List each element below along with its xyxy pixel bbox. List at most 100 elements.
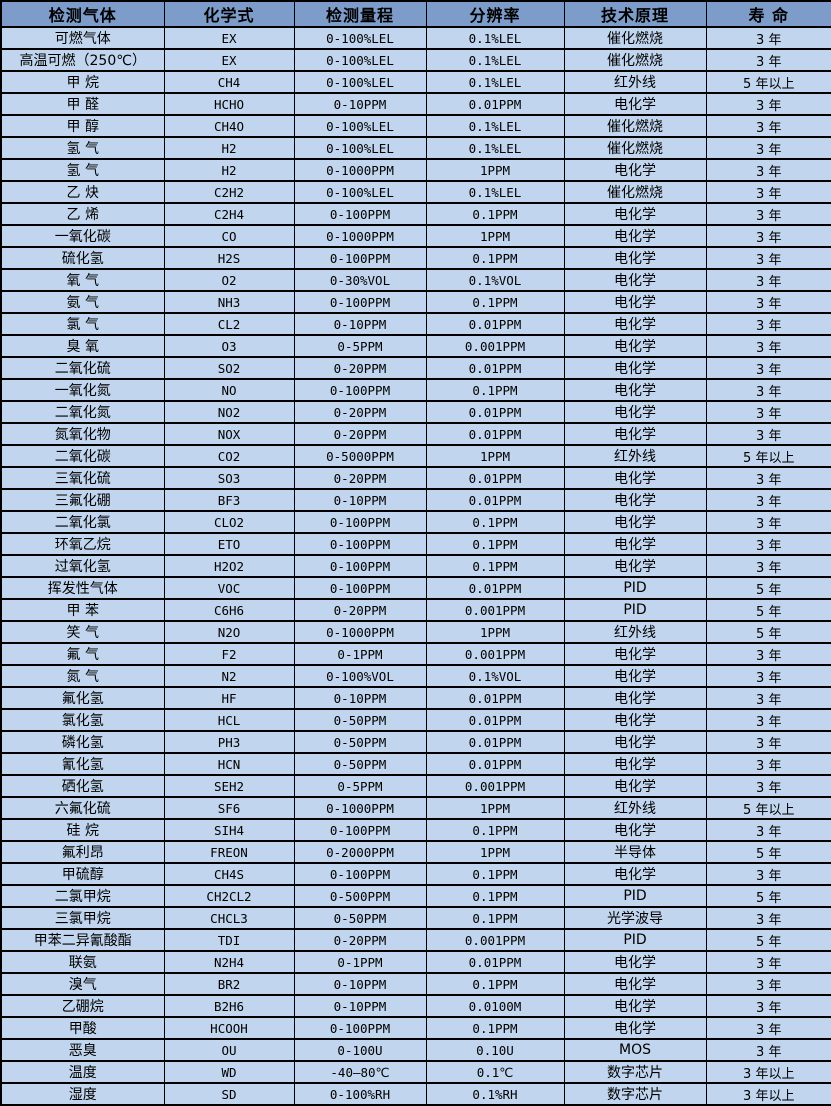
cell-range: 0-100%LEL	[293, 180, 427, 204]
table-row: 甲 醛 HCHO 0-10PPM 0.01PPM 电化学 3 年	[0, 92, 831, 116]
cell-resolution: 0.1PPM	[425, 290, 565, 314]
cell-range: 0-5000PPM	[293, 444, 427, 468]
table-row: 甲苯二异氰酸酯 TDI 0-20PPM 0.001PPM PID 5 年	[0, 928, 831, 952]
cell-resolution: 1PPM	[425, 444, 565, 468]
cell-principle: 电化学	[563, 664, 707, 688]
cell-principle: 电化学	[563, 334, 707, 358]
cell-formula: BF3	[163, 488, 295, 512]
cell-lifespan: 3 年	[705, 92, 831, 116]
cell-principle: 电化学	[563, 400, 707, 424]
cell-lifespan: 3 年	[705, 950, 831, 974]
cell-gas: 氯化氢	[0, 708, 165, 732]
cell-lifespan: 3 年	[705, 488, 831, 512]
table-row: 二氧化氯 CLO2 0-100PPM 0.1PPM 电化学 3 年	[0, 510, 831, 534]
cell-range: 0-100PPM	[293, 290, 427, 314]
cell-principle: 电化学	[563, 994, 707, 1018]
cell-lifespan: 3 年	[705, 730, 831, 754]
cell-gas: 二氧化氮	[0, 400, 165, 424]
cell-lifespan: 3 年	[705, 224, 831, 248]
cell-range: 0-30%VOL	[293, 268, 427, 292]
cell-range: 0-1000PPM	[293, 224, 427, 248]
cell-resolution: 0.01PPM	[425, 708, 565, 732]
cell-formula: H2	[163, 136, 295, 160]
table-row: 高温可燃（250℃） EX 0-100%LEL 0.1%LEL 催化燃烧 3 年	[0, 48, 831, 72]
table-row: 三氧化硫 SO3 0-20PPM 0.01PPM 电化学 3 年	[0, 466, 831, 490]
cell-gas: 六氟化硫	[0, 796, 165, 820]
cell-gas: 甲酸	[0, 1016, 165, 1040]
cell-principle: 催化燃烧	[563, 114, 707, 138]
cell-range: 0-1000PPM	[293, 796, 427, 820]
cell-lifespan: 3 年	[705, 114, 831, 138]
cell-formula: O3	[163, 334, 295, 358]
cell-range: 0-100PPM	[293, 862, 427, 886]
cell-principle: 电化学	[563, 488, 707, 512]
cell-principle: 电化学	[563, 862, 707, 886]
table-row: 联氨 N2H4 0-1PPM 0.01PPM 电化学 3 年	[0, 950, 831, 974]
cell-gas: 温度	[0, 1060, 165, 1084]
cell-resolution: 0.1PPM	[425, 510, 565, 534]
cell-principle: 红外线	[563, 444, 707, 468]
cell-formula: SIH4	[163, 818, 295, 842]
cell-lifespan: 3 年	[705, 642, 831, 666]
cell-principle: 催化燃烧	[563, 48, 707, 72]
cell-principle: 电化学	[563, 268, 707, 292]
cell-formula: ETO	[163, 532, 295, 556]
cell-range: 0-100U	[293, 1038, 427, 1062]
cell-lifespan: 3 年	[705, 422, 831, 446]
cell-range: 0-20PPM	[293, 598, 427, 622]
cell-formula: FREON	[163, 840, 295, 864]
cell-resolution: 0.001PPM	[425, 774, 565, 798]
cell-resolution: 1PPM	[425, 840, 565, 864]
cell-resolution: 0.01PPM	[425, 312, 565, 336]
table-body: 可燃气体 EX 0-100%LEL 0.1%LEL 催化燃烧 3 年高温可燃（250℃） E…	[0, 26, 831, 1106]
cell-range: 0-50PPM	[293, 752, 427, 776]
cell-gas: 氧 气	[0, 268, 165, 292]
cell-lifespan: 3 年	[705, 356, 831, 380]
cell-formula: SD	[163, 1082, 295, 1106]
cell-resolution: 1PPM	[425, 224, 565, 248]
cell-lifespan: 3 年	[705, 1038, 831, 1062]
cell-gas: 乙硼烷	[0, 994, 165, 1018]
cell-formula: SO3	[163, 466, 295, 490]
cell-resolution: 0.0100M	[425, 994, 565, 1018]
cell-lifespan: 3 年	[705, 818, 831, 842]
cell-lifespan: 3 年	[705, 136, 831, 160]
table-header: 检测气体 化学式 检测量程 分辨率 技术原理寿 命	[0, 0, 831, 28]
cell-range: 0-50PPM	[293, 708, 427, 732]
cell-resolution: 0.1PPM	[425, 862, 565, 886]
cell-lifespan: 3 年	[705, 708, 831, 732]
cell-range: 0-1000PPM	[293, 620, 427, 644]
cell-resolution: 0.01PPM	[425, 356, 565, 380]
cell-principle: 数字芯片	[563, 1060, 707, 1084]
cell-resolution: 0.1%LEL	[425, 136, 565, 160]
cell-range: 0-2000PPM	[293, 840, 427, 864]
cell-gas: 氢 气	[0, 136, 165, 160]
cell-range: 0-20PPM	[293, 356, 427, 380]
table-row: 甲 苯 C6H6 0-20PPM 0.001PPM PID 5 年	[0, 598, 831, 622]
table-row: 二氯甲烷 CH2CL2 0-500PPM 0.1PPM PID 5 年	[0, 884, 831, 908]
cell-resolution: 0.1℃	[425, 1060, 565, 1084]
table-row: 环氧乙烷 ETO 0-100PPM 0.1PPM 电化学 3 年	[0, 532, 831, 556]
cell-range: 0-100%LEL	[293, 114, 427, 138]
cell-formula: CH2CL2	[163, 884, 295, 908]
cell-gas: 一氧化氮	[0, 378, 165, 402]
cell-lifespan: 3 年	[705, 686, 831, 710]
cell-lifespan: 3 年	[705, 334, 831, 358]
cell-principle: 红外线	[563, 620, 707, 644]
table-row: 湿度 SD 0-100%RH 0.1%RH 数字芯片 3 年以上	[0, 1082, 831, 1106]
cell-range: 0-20PPM	[293, 466, 427, 490]
table-row: 氮 气 N2 0-100%VOL 0.1%VOL 电化学 3 年	[0, 664, 831, 688]
cell-resolution: 0.001PPM	[425, 642, 565, 666]
cell-formula: N2H4	[163, 950, 295, 974]
cell-lifespan: 5 年	[705, 576, 831, 600]
cell-resolution: 0.001PPM	[425, 598, 565, 622]
cell-range: 0-10PPM	[293, 312, 427, 336]
cell-principle: PID	[563, 928, 707, 952]
cell-gas: 磷化氢	[0, 730, 165, 754]
cell-gas: 臭 氧	[0, 334, 165, 358]
cell-gas: 乙 炔	[0, 180, 165, 204]
table-row: 氯 气 CL2 0-10PPM 0.01PPM 电化学 3 年	[0, 312, 831, 336]
table-row: 笑 气 N2O 0-1000PPM 1PPM 红外线 5 年	[0, 620, 831, 644]
cell-resolution: 0.01PPM	[425, 92, 565, 116]
cell-gas: 氯 气	[0, 312, 165, 336]
